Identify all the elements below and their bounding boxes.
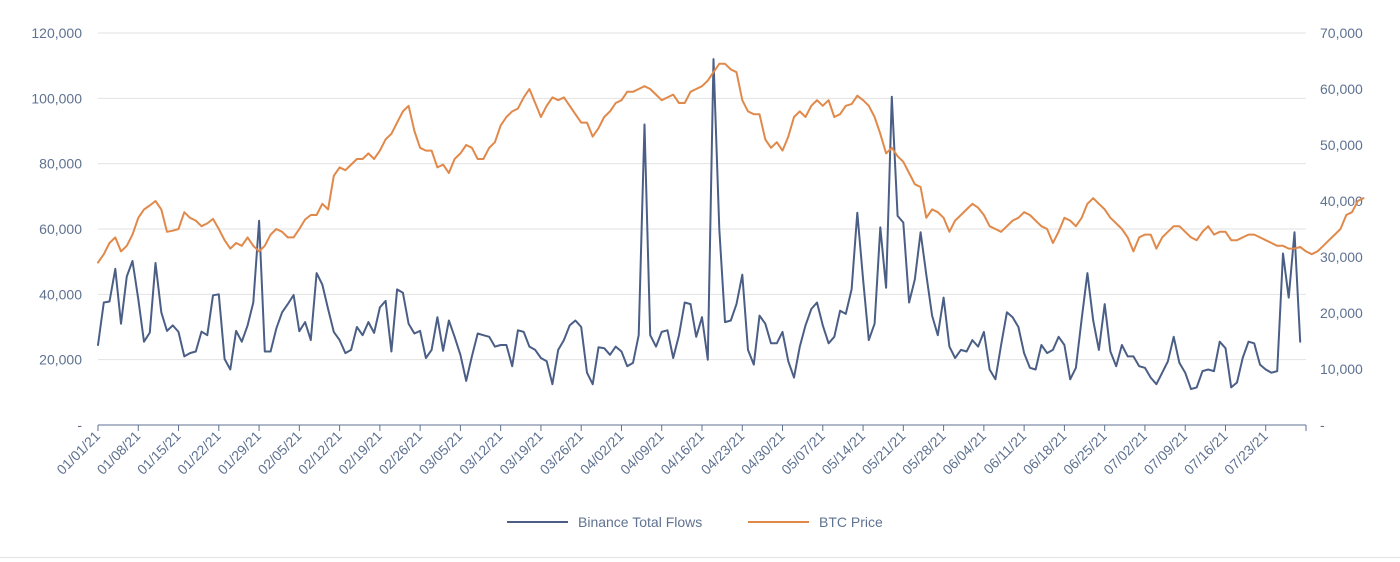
x-tick-label: 03/19/21 [496, 428, 546, 478]
x-tick-label: 01/29/21 [214, 428, 264, 478]
x-tick-label: 07/02/21 [1100, 428, 1150, 478]
x-tick-label: 02/26/21 [375, 428, 425, 478]
x-tick-label: 04/16/21 [657, 428, 707, 478]
y-right-tick-label: 30,000 [1320, 249, 1363, 265]
x-tick-label: 03/12/21 [456, 428, 506, 478]
legend-label-btc-price: BTC Price [819, 514, 883, 530]
x-tick-label: 05/07/21 [778, 428, 828, 478]
y-left-tick-label: 120,000 [31, 25, 82, 41]
x-tick-label: 03/26/21 [536, 428, 586, 478]
y-right-tick-label: 20,000 [1320, 305, 1363, 321]
y-right-tick-label: - [1320, 417, 1325, 433]
y-left-tick-label: 20,000 [39, 352, 82, 368]
series-line-binance-total-flows [97, 58, 1302, 391]
x-tick-label: 04/23/21 [698, 428, 748, 478]
x-tick-label: 01/22/21 [174, 428, 224, 478]
y-left-tick-label: - [77, 417, 82, 433]
x-tick-label: 03/05/21 [416, 428, 466, 478]
x-tick-label: 07/23/21 [1221, 428, 1271, 478]
y-left-tick-label: 60,000 [39, 221, 82, 237]
x-tick-label: 05/14/21 [818, 428, 868, 478]
legend: Binance Total Flows BTC Price [507, 514, 883, 530]
x-tick-label: 06/04/21 [939, 428, 989, 478]
x-tick-label: 01/01/21 [53, 428, 103, 478]
x-tick-label: 06/18/21 [1020, 428, 1070, 478]
x-tick-label: 05/28/21 [899, 428, 949, 478]
y-left-tick-label: 80,000 [39, 156, 82, 172]
x-tick-label: 01/08/21 [94, 428, 144, 478]
x-tick-label: 07/09/21 [1140, 428, 1190, 478]
axes: - 20,000 40,000 60,000 80,000 100,000 120,000 -… [31, 25, 1363, 478]
x-tick-label: 04/09/21 [617, 428, 667, 478]
bottom-divider [0, 557, 1400, 558]
y-left-tick-label: 40,000 [39, 286, 82, 302]
x-tick-label: 02/05/21 [255, 428, 305, 478]
x-tick-label: 07/16/21 [1181, 428, 1231, 478]
x-tick-label: 01/15/21 [134, 428, 184, 478]
y-right-tick-label: 10,000 [1320, 361, 1363, 377]
x-tick-label: 04/02/21 [577, 428, 627, 478]
y-right-tick-label: 60,000 [1320, 81, 1363, 97]
y-left-tick-label: 100,000 [31, 90, 82, 106]
legend-label-binance-total-flows: Binance Total Flows [578, 514, 702, 530]
x-tick-label: 04/30/21 [738, 428, 788, 478]
series-line-btc-price [97, 62, 1365, 264]
x-tick-label: 05/21/21 [859, 428, 909, 478]
y-right-tick-label: 70,000 [1320, 25, 1363, 41]
x-tick-label: 02/19/21 [335, 428, 385, 478]
series-lines [97, 58, 1365, 391]
y-right-tick-label: 50,000 [1320, 137, 1363, 153]
x-tick-label: 02/12/21 [295, 428, 345, 478]
x-tick-label: 06/25/21 [1060, 428, 1110, 478]
gridlines [98, 32, 1306, 361]
y-right-tick-label: 40,000 [1320, 193, 1363, 209]
